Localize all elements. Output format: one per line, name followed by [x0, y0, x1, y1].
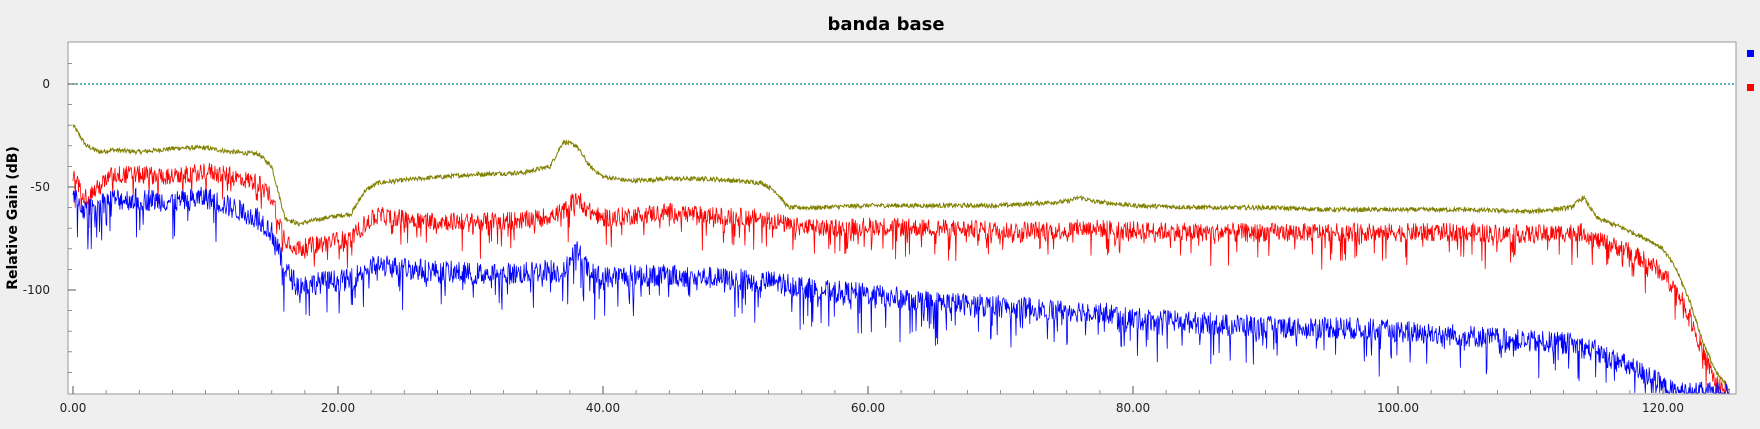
legend-swatch-3[interactable] [1747, 50, 1754, 57]
x-tick-label: 120.00 [1642, 401, 1684, 415]
series-line-2 [72, 162, 1730, 394]
y-tick-label: -50 [30, 180, 50, 194]
x-tick-label: 0.00 [60, 401, 87, 415]
legend [1747, 50, 1754, 91]
y-tick-label: 0 [42, 77, 50, 91]
y-axis-label: Relative Gain (dB) [5, 146, 21, 290]
x-tick-label: 40.00 [586, 401, 620, 415]
legend-swatch-2[interactable] [1747, 84, 1754, 91]
series-line-3 [72, 186, 1730, 394]
x-tick-label: 20.00 [321, 401, 355, 415]
plot-area[interactable] [67, 41, 1737, 395]
x-tick-label: 60.00 [851, 401, 885, 415]
x-tick-label: 80.00 [1116, 401, 1150, 415]
y-tick-label: -100 [23, 283, 50, 297]
chart-title: banda base [827, 14, 944, 35]
x-tick-label: 100.00 [1377, 401, 1419, 415]
series-line-1 [72, 124, 1730, 391]
